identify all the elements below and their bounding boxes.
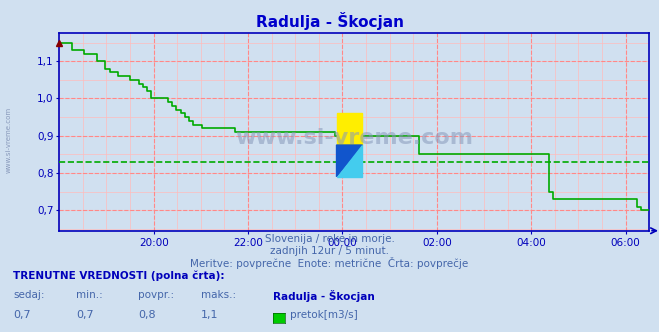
- Polygon shape: [337, 145, 362, 177]
- Text: maks.:: maks.:: [201, 290, 236, 300]
- Bar: [337, 113, 362, 145]
- Text: zadnjih 12ur / 5 minut.: zadnjih 12ur / 5 minut.: [270, 246, 389, 256]
- Text: povpr.:: povpr.:: [138, 290, 175, 300]
- Text: Meritve: povprečne  Enote: metrične  Črta: povprečje: Meritve: povprečne Enote: metrične Črta:…: [190, 257, 469, 269]
- Text: Radulja - Škocjan: Radulja - Škocjan: [273, 290, 375, 302]
- Text: 0,8: 0,8: [138, 310, 156, 320]
- Text: 0,7: 0,7: [76, 310, 94, 320]
- Text: www.si-vreme.com: www.si-vreme.com: [235, 128, 473, 148]
- Text: Slovenija / reke in morje.: Slovenija / reke in morje.: [264, 234, 395, 244]
- Text: www.si-vreme.com: www.si-vreme.com: [5, 106, 12, 173]
- Text: 0,7: 0,7: [13, 310, 31, 320]
- Text: Radulja - Škocjan: Radulja - Škocjan: [256, 12, 403, 30]
- Text: sedaj:: sedaj:: [13, 290, 45, 300]
- Polygon shape: [337, 145, 362, 177]
- Text: 1,1: 1,1: [201, 310, 219, 320]
- Text: min.:: min.:: [76, 290, 103, 300]
- Text: TRENUTNE VREDNOSTI (polna črta):: TRENUTNE VREDNOSTI (polna črta):: [13, 271, 225, 281]
- Text: pretok[m3/s]: pretok[m3/s]: [290, 310, 358, 320]
